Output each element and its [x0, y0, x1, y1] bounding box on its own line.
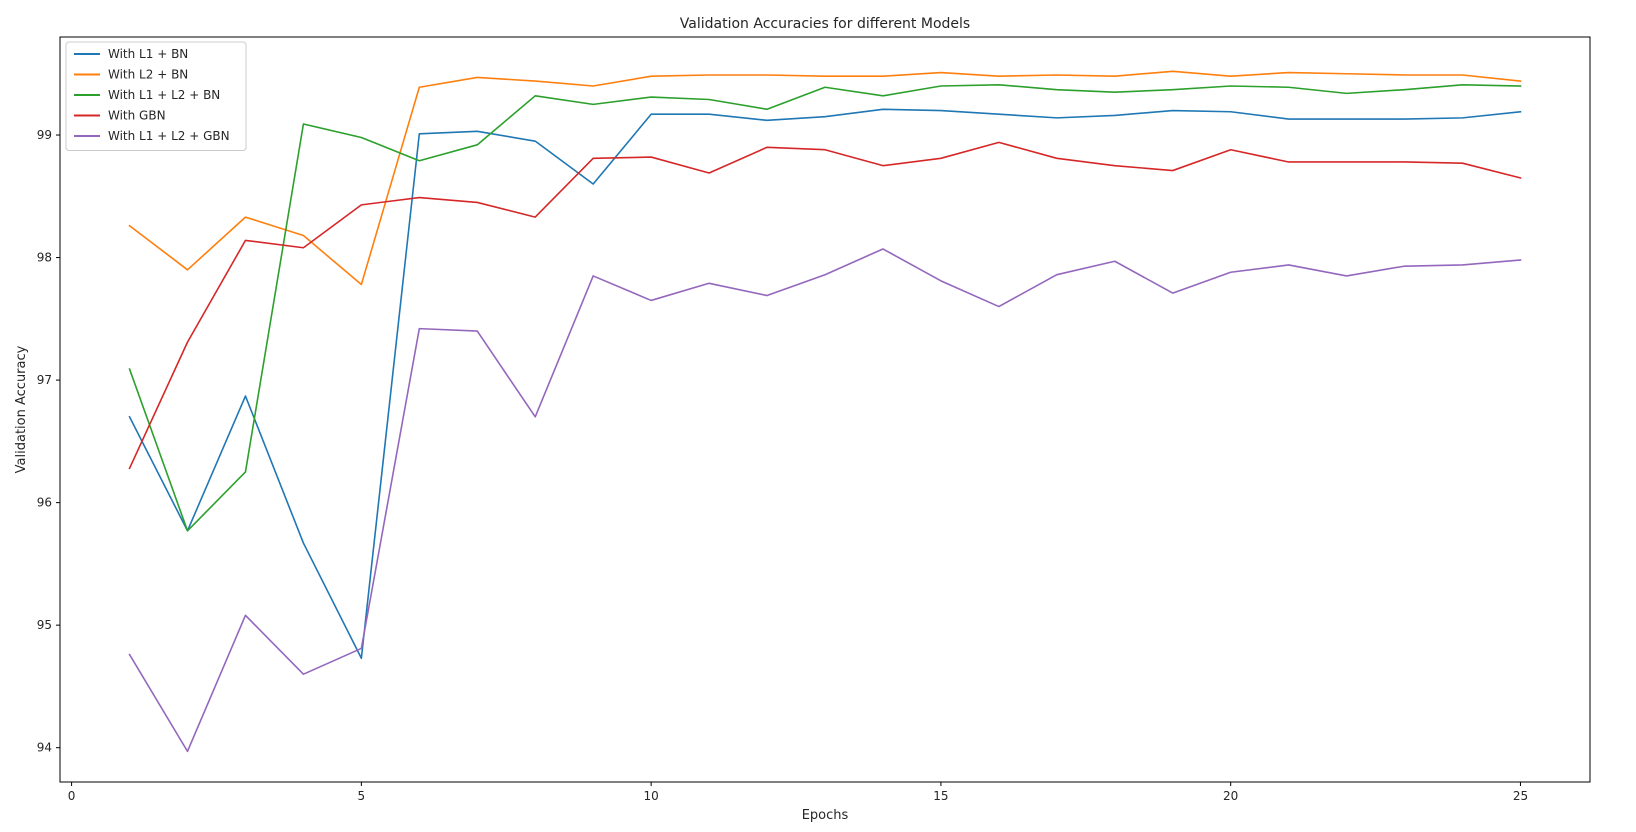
y-tick-label: 99 — [37, 128, 52, 142]
y-tick-label: 97 — [37, 373, 52, 387]
legend-label: With L1 + BN — [108, 47, 188, 61]
x-tick-label: 10 — [643, 789, 658, 803]
series-line-4 — [128, 141, 1522, 470]
y-axis-title: Validation Accuracy — [14, 345, 29, 473]
x-tick-label: 25 — [1513, 789, 1528, 803]
x-tick-label: 20 — [1223, 789, 1238, 803]
legend-label: With L1 + L2 + GBN — [108, 129, 230, 143]
plot-frame — [59, 36, 1591, 783]
x-tick-label: 0 — [68, 789, 76, 803]
series-line-1 — [128, 108, 1522, 660]
legend-box — [65, 41, 247, 151]
x-axis-title: Epochs — [802, 808, 849, 823]
series-line-2 — [128, 70, 1522, 286]
plot-area: 0 5 10 15 20 25 94 95 96 97 98 99 — [37, 36, 1591, 803]
y-axis: 94 95 96 97 98 99 — [37, 128, 60, 755]
series-line-3 — [128, 83, 1522, 532]
x-tick-label: 5 — [358, 789, 366, 803]
chart-title: Validation Accuracies for different Mode… — [680, 16, 970, 32]
legend: With L1 + BN With L2 + BN With L1 + L2 + B… — [65, 41, 247, 151]
legend-label: With GBN — [108, 109, 166, 123]
legend-label: With L2 + BN — [108, 68, 188, 82]
y-tick-label: 95 — [37, 618, 52, 632]
x-tick-label: 15 — [933, 789, 948, 803]
x-axis: 0 5 10 15 20 25 — [68, 782, 1528, 803]
series-line-5 — [128, 248, 1522, 753]
y-tick-label: 96 — [37, 496, 52, 510]
series-layer — [128, 70, 1522, 753]
legend-label: With L1 + L2 + BN — [108, 88, 220, 102]
y-tick-label: 98 — [37, 251, 52, 265]
y-tick-label: 94 — [37, 741, 52, 755]
